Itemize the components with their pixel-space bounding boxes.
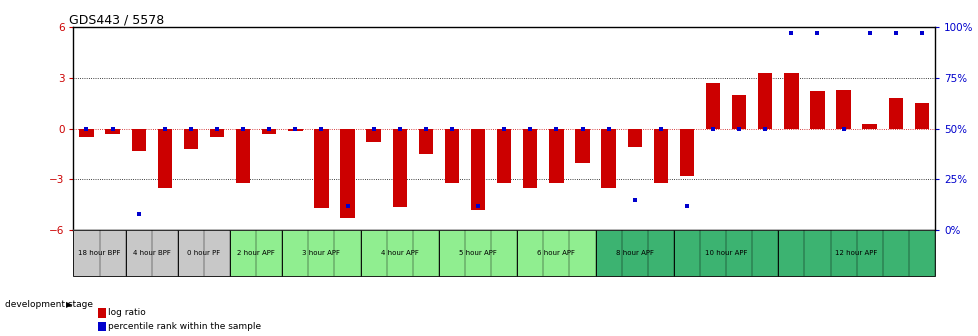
Bar — [835, 90, 850, 129]
Bar — [106, 129, 119, 134]
Bar — [549, 129, 563, 183]
Bar — [705, 83, 720, 129]
Text: 10 hour APF: 10 hour APF — [704, 250, 746, 256]
Bar — [732, 95, 745, 129]
Text: GSM4617: GSM4617 — [918, 233, 923, 263]
Text: GSM4615: GSM4615 — [867, 233, 871, 263]
Text: GSM4608: GSM4608 — [684, 233, 689, 263]
Text: GSM4590: GSM4590 — [214, 233, 219, 263]
Bar — [575, 129, 589, 163]
Text: GSM4588: GSM4588 — [162, 233, 167, 263]
Bar — [131, 129, 146, 151]
Bar — [438, 230, 516, 276]
Bar — [230, 230, 282, 276]
Text: GSM4589: GSM4589 — [188, 233, 194, 263]
Text: GSM4592: GSM4592 — [266, 233, 272, 263]
Bar — [79, 129, 94, 137]
Text: 12 hour APF: 12 hour APF — [834, 250, 877, 256]
Text: development stage: development stage — [5, 300, 93, 308]
Text: GSM4602: GSM4602 — [527, 233, 532, 263]
Text: 4 hour BPF: 4 hour BPF — [133, 250, 170, 256]
Text: GSM4593: GSM4593 — [292, 233, 297, 263]
Bar — [888, 98, 902, 129]
Bar — [862, 124, 876, 129]
Bar — [392, 129, 407, 207]
Text: 6 hour APF: 6 hour APF — [537, 250, 575, 256]
Text: GSM4607: GSM4607 — [657, 233, 663, 263]
Text: 2 hour APF: 2 hour APF — [237, 250, 275, 256]
Text: GSM4591: GSM4591 — [241, 233, 245, 263]
Text: GSM4585: GSM4585 — [84, 233, 89, 263]
Bar — [757, 73, 772, 129]
Text: 18 hour BPF: 18 hour BPF — [78, 250, 120, 256]
Bar — [178, 230, 230, 276]
Bar — [282, 230, 360, 276]
Bar — [125, 230, 178, 276]
Bar — [516, 230, 595, 276]
Text: GDS443 / 5578: GDS443 / 5578 — [69, 14, 164, 27]
Text: ▶: ▶ — [66, 300, 72, 308]
Text: GSM4611: GSM4611 — [762, 233, 767, 263]
Text: GSM4587: GSM4587 — [136, 233, 141, 263]
Bar — [73, 230, 125, 276]
Bar — [262, 129, 276, 134]
Bar — [314, 129, 329, 208]
Text: GSM4586: GSM4586 — [110, 233, 115, 263]
Bar — [209, 129, 224, 137]
Text: GSM4603: GSM4603 — [554, 233, 558, 263]
Bar — [673, 230, 778, 276]
Text: 0 hour PF: 0 hour PF — [187, 250, 220, 256]
Bar — [366, 129, 380, 142]
Text: 3 hour APF: 3 hour APF — [302, 250, 340, 256]
Text: GSM4614: GSM4614 — [840, 233, 845, 263]
Bar — [419, 129, 432, 154]
Bar — [444, 129, 459, 183]
Text: GSM4601: GSM4601 — [501, 233, 507, 263]
Text: 8 hour APF: 8 hour APF — [615, 250, 653, 256]
Text: GSM4616: GSM4616 — [892, 233, 898, 263]
Text: GSM4596: GSM4596 — [371, 233, 376, 263]
Bar — [810, 91, 823, 129]
Bar — [522, 129, 537, 188]
Bar — [360, 230, 438, 276]
Bar — [653, 129, 667, 183]
Bar — [157, 129, 172, 188]
Text: GSM4599: GSM4599 — [449, 233, 454, 263]
Bar — [778, 230, 934, 276]
Text: percentile rank within the sample: percentile rank within the sample — [108, 322, 260, 331]
Bar — [470, 129, 485, 210]
Text: GSM4612: GSM4612 — [788, 233, 793, 263]
Text: GSM4604: GSM4604 — [579, 233, 585, 263]
Text: GSM4605: GSM4605 — [605, 233, 610, 263]
Bar — [497, 129, 511, 183]
Text: log ratio: log ratio — [108, 308, 146, 317]
Text: GSM4613: GSM4613 — [814, 233, 820, 263]
Bar — [627, 129, 642, 147]
Text: GSM4597: GSM4597 — [397, 233, 402, 263]
Text: GSM4595: GSM4595 — [344, 233, 350, 263]
Text: GSM4594: GSM4594 — [319, 233, 324, 263]
Bar — [236, 129, 250, 183]
Bar — [340, 129, 354, 218]
Bar — [600, 129, 615, 188]
Text: GSM4610: GSM4610 — [735, 233, 741, 263]
Bar — [184, 129, 198, 149]
Bar — [288, 129, 302, 131]
Text: GSM4600: GSM4600 — [475, 233, 480, 263]
Text: 4 hour APF: 4 hour APF — [380, 250, 419, 256]
Text: 5 hour APF: 5 hour APF — [459, 250, 497, 256]
Bar — [595, 230, 673, 276]
Text: GSM4609: GSM4609 — [710, 233, 715, 263]
Text: GSM4598: GSM4598 — [422, 233, 428, 263]
Bar — [783, 73, 798, 129]
Bar — [679, 129, 693, 176]
Text: GSM4606: GSM4606 — [632, 233, 637, 263]
Bar — [913, 103, 928, 129]
